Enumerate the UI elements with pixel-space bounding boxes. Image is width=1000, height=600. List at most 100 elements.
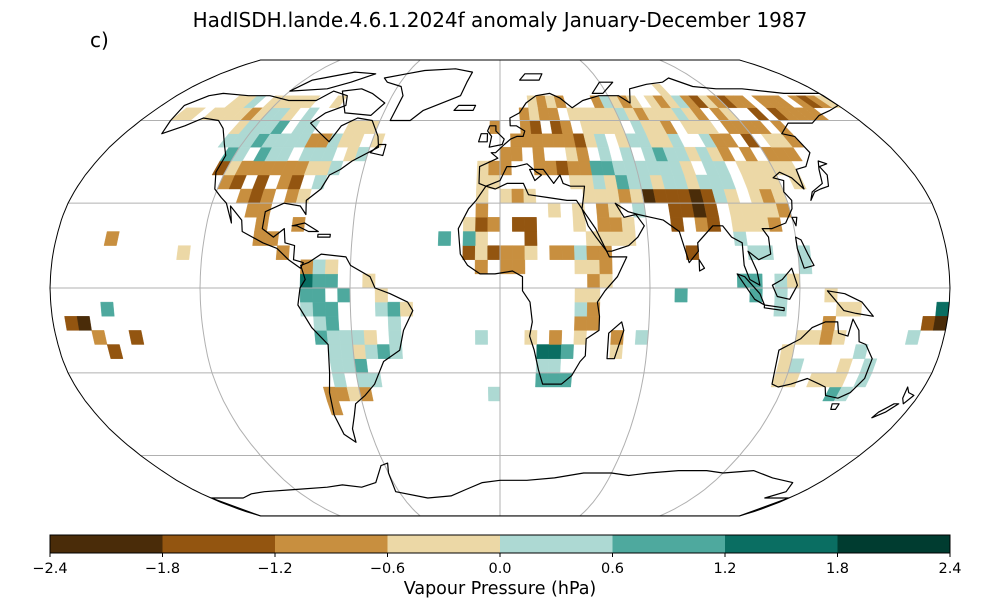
anomaly-cell — [326, 400, 344, 416]
anomaly-cell — [325, 316, 340, 331]
anomaly-cell — [768, 95, 795, 108]
anomaly-cell — [103, 231, 120, 246]
anomaly-cell — [475, 203, 489, 218]
anomaly-cell — [547, 107, 561, 121]
anomaly-cell — [331, 372, 348, 388]
colorbar-segment — [162, 535, 276, 553]
anomaly-cell — [548, 344, 562, 359]
coastline-eurasia — [478, 77, 839, 286]
colorbar-tick-label: −0.6 — [370, 561, 405, 577]
globe-outline — [49, 59, 951, 517]
anomaly-cell — [622, 231, 637, 246]
anomaly-cell — [572, 217, 587, 232]
anomaly-cell — [568, 174, 583, 190]
colorbar-frame — [49, 534, 951, 554]
colorbar-segment — [387, 535, 501, 553]
anomaly-cell — [510, 133, 522, 148]
colorbar-ticks: −2.4 −1.8 −1.2 −0.6 0.0 0.6 1.2 1.8 2.4 — [32, 553, 962, 577]
coastline-south-america — [297, 253, 414, 443]
anomaly-cell — [299, 287, 314, 303]
colorbar-tick-label: −1.8 — [145, 561, 180, 577]
colorbar-segment — [500, 535, 613, 553]
panel-label: c) — [90, 28, 109, 52]
anomaly-cell — [573, 330, 587, 345]
anomaly-cell — [275, 245, 290, 260]
colorbar-tick-label: 0.6 — [601, 561, 624, 577]
anomaly-cell — [859, 358, 878, 373]
anomaly-cell — [574, 301, 588, 317]
anomaly-cell — [560, 344, 574, 359]
anomaly-cell — [324, 301, 339, 317]
anomaly-cell — [364, 344, 379, 359]
anomaly-cell — [544, 160, 558, 176]
anomaly-cell — [634, 330, 649, 345]
anomaly-cell — [531, 133, 544, 148]
anomaly-cell — [574, 245, 588, 260]
anomaly-cell — [518, 107, 531, 121]
anomaly-cell — [462, 231, 476, 246]
colorbar-tick-label: 2.4 — [938, 561, 961, 577]
anomaly-cell — [475, 217, 489, 232]
anomaly-cell — [732, 95, 757, 108]
anomaly-cell — [852, 344, 869, 359]
anomaly-cell — [499, 188, 513, 204]
colorbar-segment — [837, 535, 951, 553]
anomaly-cell — [651, 84, 672, 96]
anomaly-cell — [553, 95, 567, 108]
anomaly-cell — [586, 245, 600, 260]
coastline-japan — [810, 160, 830, 201]
anomaly-cell — [462, 217, 476, 232]
colorbar-tick-label: −1.2 — [257, 561, 292, 577]
anomaly-cell — [599, 273, 613, 289]
anomaly-cell — [558, 372, 573, 388]
anomaly-cell — [106, 344, 124, 359]
anomaly-cell — [546, 372, 561, 388]
anomaly-cell — [739, 133, 761, 148]
coastline-britain — [487, 125, 505, 148]
anomaly-cell — [338, 330, 353, 345]
anomaly-cell — [363, 330, 378, 345]
anomaly-cell — [587, 273, 601, 289]
coastline-africa — [457, 182, 628, 385]
coastline-new-guinea — [826, 290, 874, 317]
colorbar-segment — [725, 535, 838, 553]
anomaly-cell — [510, 147, 523, 162]
colorbar-tick-label: −2.4 — [32, 561, 67, 577]
coastline-north-america — [161, 90, 380, 269]
anomaly-cell — [767, 217, 783, 232]
coastline-borneo — [771, 267, 798, 300]
colorbar-tick-label: 1.8 — [826, 561, 849, 577]
coastline-philippines — [795, 236, 815, 269]
anomaly-cell — [312, 273, 326, 289]
map-title: HadISDH.lande.4.6.1.2024f anomaly Januar… — [192, 8, 808, 32]
anomaly-cell — [561, 245, 575, 260]
anomaly-cell — [487, 386, 501, 402]
anomaly-cell — [313, 316, 328, 331]
anomaly-cell — [376, 344, 391, 359]
anomaly-cell — [694, 217, 709, 232]
anomaly-cell — [340, 344, 355, 359]
coastline-taiwan — [791, 216, 798, 227]
anomaly-cell — [718, 133, 740, 148]
colorbar-segment — [50, 535, 163, 553]
anomaly-cell — [746, 107, 770, 121]
anomaly-cell — [300, 95, 321, 108]
anomaly-cell — [547, 358, 562, 373]
anomaly-cell — [437, 231, 452, 246]
anomaly-cell — [326, 160, 344, 176]
coastline-novaya — [591, 81, 614, 94]
anomaly-cell — [621, 217, 636, 232]
coastline-iceland — [453, 104, 477, 111]
anomaly-cell — [487, 217, 501, 232]
coastline-svalbard — [519, 73, 543, 81]
coastline-newfoundland — [369, 143, 387, 157]
anomaly-cell — [904, 330, 922, 345]
anomaly-cell — [91, 330, 108, 345]
graticule — [50, 60, 950, 516]
world-map — [49, 59, 951, 517]
anomaly-cell — [786, 273, 801, 289]
colorbar-segment — [275, 535, 388, 553]
coastline-nz-north — [902, 386, 915, 405]
coastline-greenland — [383, 68, 474, 122]
anomaly-cell — [524, 231, 538, 246]
